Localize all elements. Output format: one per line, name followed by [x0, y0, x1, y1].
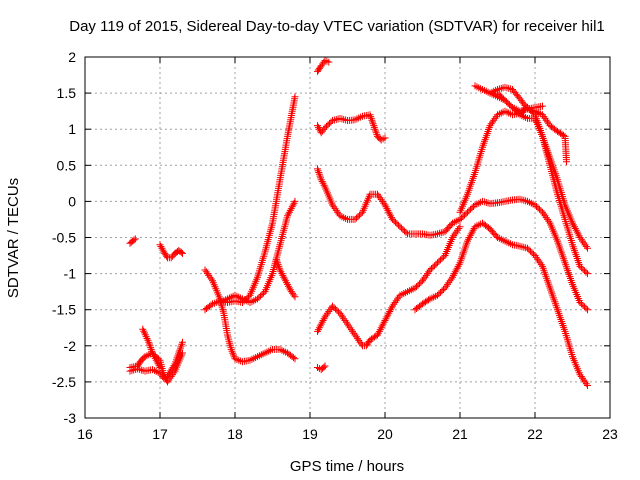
y-tick-label: -3: [64, 410, 77, 426]
y-axis-label: SDTVAR / TECUs: [5, 178, 22, 298]
series-seg-i1: [314, 57, 333, 75]
data-points: [272, 255, 299, 301]
y-tick-label: 0: [68, 193, 76, 209]
series-seg-j: [314, 165, 464, 239]
series-seg-d: [139, 325, 164, 371]
x-tick-label: 18: [227, 426, 243, 442]
x-tick-label: 19: [302, 426, 318, 442]
x-tick-label: 17: [152, 426, 168, 442]
y-tick-label: -1.5: [52, 302, 76, 318]
series-seg-l: [411, 219, 591, 389]
x-axis-label: GPS time / hours: [290, 458, 404, 475]
data-points: [314, 362, 329, 374]
data-points: [314, 111, 389, 144]
data-points: [201, 93, 299, 314]
x-tick-label: 20: [377, 426, 393, 442]
series-seg-a1: [126, 235, 139, 247]
data-points: [456, 195, 591, 314]
series-seg-k1: [314, 362, 329, 374]
chart-title: Day 119 of 2015, Sidereal Day-to-day VTE…: [69, 18, 605, 35]
series-seg-k2: [314, 223, 464, 350]
y-tick-label: -0.5: [52, 230, 76, 246]
x-tick-label: 21: [452, 426, 468, 442]
series-seg-m: [456, 195, 591, 314]
data-points: [314, 165, 464, 239]
series-seg-i2: [314, 111, 389, 144]
data-points: [126, 235, 139, 247]
y-tick-label: -1: [64, 266, 77, 282]
x-tick-label: 16: [77, 426, 93, 442]
data-points: [156, 241, 186, 262]
data-points: [494, 89, 546, 115]
series-seg-h: [272, 255, 299, 301]
y-tick-label: -2: [64, 338, 77, 354]
y-tick-label: 1: [68, 121, 76, 137]
data-series: [126, 57, 591, 389]
x-tick-label: 22: [527, 426, 543, 442]
y-tick-label: -2.5: [52, 374, 76, 390]
y-tick-label: 2: [68, 49, 76, 65]
series-seg-q: [494, 89, 546, 115]
series-seg-a2: [156, 241, 186, 262]
data-points: [411, 219, 591, 389]
y-tick-label: 1.5: [57, 85, 77, 101]
data-points: [139, 325, 164, 371]
data-points: [314, 223, 464, 350]
series-seg-e: [201, 93, 299, 314]
y-tick-label: 0.5: [57, 157, 77, 173]
data-points: [314, 57, 333, 75]
x-tick-label: 23: [602, 426, 618, 442]
axes: 16 17 18 19 20 21 22 23 -3 -2.5 -2 -1.5 -1 -0.5 0 0.5 1 1…: [52, 49, 618, 442]
